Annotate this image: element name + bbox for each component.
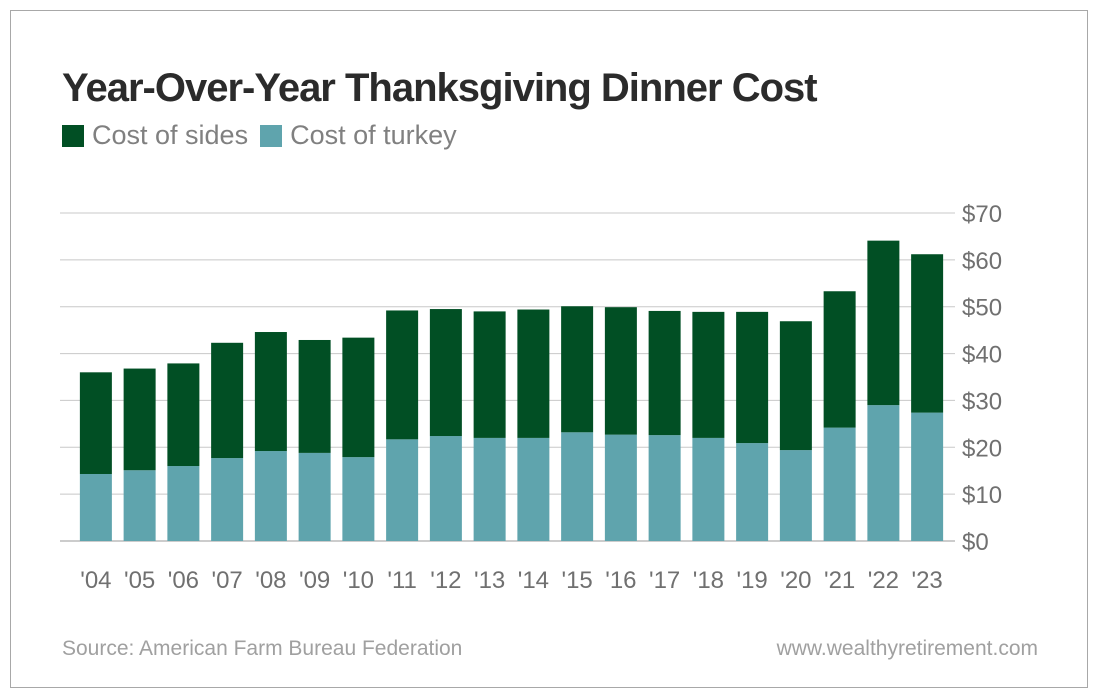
bar-turkey — [736, 443, 769, 541]
x-tick-label: '14 — [518, 567, 549, 594]
y-tick-label: $70 — [962, 201, 1002, 228]
x-tick-label: '18 — [693, 567, 724, 594]
bar-sides — [123, 368, 156, 471]
bar-sides — [561, 306, 594, 433]
bar-turkey — [692, 437, 725, 541]
bar-turkey — [911, 412, 944, 541]
y-tick-label: $60 — [962, 248, 1002, 275]
bar-turkey — [867, 405, 900, 541]
chart-title: Year-Over-Year Thanksgiving Dinner Cost — [62, 66, 818, 110]
x-tick-label: '16 — [605, 567, 636, 594]
bar-sides — [823, 291, 856, 428]
bar-turkey — [473, 437, 506, 541]
x-tick-label: '19 — [736, 567, 767, 594]
x-tick-label: '23 — [911, 567, 942, 594]
x-tick-label: '06 — [168, 567, 199, 594]
bar-turkey — [648, 435, 681, 541]
bar-sides — [867, 240, 900, 406]
source-note: Source: American Farm Bureau Federation — [62, 637, 463, 660]
bar-sides — [429, 309, 462, 437]
bar-turkey — [779, 450, 812, 541]
bar-sides — [79, 372, 112, 474]
bar-sides — [254, 332, 287, 452]
x-tick-label: '07 — [211, 567, 242, 594]
x-tick-label: '17 — [649, 567, 680, 594]
bar-turkey — [167, 466, 200, 541]
legend: Cost of sides Cost of turkey — [62, 120, 469, 151]
bar-turkey — [604, 434, 637, 541]
y-tick-label: $30 — [962, 388, 1002, 415]
bar-sides — [386, 310, 419, 440]
bar-turkey — [298, 452, 331, 541]
legend-label-sides: Cost of sides — [92, 120, 249, 150]
y-tick-label: $40 — [962, 342, 1002, 369]
bar-turkey — [561, 432, 594, 541]
website-credit: www.wealthyretirement.com — [776, 637, 1038, 660]
legend-swatch-sides — [62, 124, 84, 147]
bar-turkey — [254, 451, 287, 541]
x-tick-label: '11 — [387, 567, 417, 594]
x-tick-label: '22 — [868, 567, 899, 594]
bar-sides — [517, 309, 550, 438]
x-tick-label: '09 — [299, 567, 330, 594]
y-tick-label: $10 — [962, 482, 1002, 509]
bar-turkey — [823, 427, 856, 541]
x-tick-label: '04 — [80, 567, 111, 594]
bar-sides — [473, 311, 506, 438]
x-tick-label: '10 — [343, 567, 374, 594]
bar-turkey — [123, 470, 156, 541]
bar-turkey — [429, 436, 462, 541]
bar-sides — [604, 307, 637, 435]
y-tick-label: $20 — [962, 435, 1002, 462]
y-tick-label: $50 — [962, 295, 1002, 322]
bar-sides — [911, 254, 944, 413]
bar-sides — [648, 310, 681, 436]
bar-sides — [298, 339, 331, 453]
bar-sides — [211, 342, 244, 459]
x-tick-label: '15 — [561, 567, 592, 594]
bar-turkey — [517, 437, 550, 541]
bar-sides — [167, 363, 200, 467]
bar-turkey — [79, 473, 112, 541]
x-tick-label: '20 — [780, 567, 811, 594]
x-tick-label: '05 — [124, 567, 155, 594]
x-tick-label: '21 — [824, 567, 855, 594]
bar-sides — [779, 321, 812, 451]
bar-turkey — [211, 458, 244, 541]
x-tick-label: '08 — [255, 567, 286, 594]
bar-sides — [736, 311, 769, 444]
bar-sides — [692, 311, 725, 438]
legend-label-turkey: Cost of turkey — [290, 120, 457, 150]
chart-frame — [10, 10, 1088, 688]
y-tick-label: $0 — [962, 529, 989, 556]
bar-turkey — [342, 457, 375, 541]
x-tick-label: '13 — [474, 567, 505, 594]
bar-turkey — [386, 439, 419, 541]
legend-swatch-turkey — [260, 124, 283, 147]
x-tick-label: '12 — [430, 567, 461, 594]
bar-sides — [342, 337, 375, 458]
